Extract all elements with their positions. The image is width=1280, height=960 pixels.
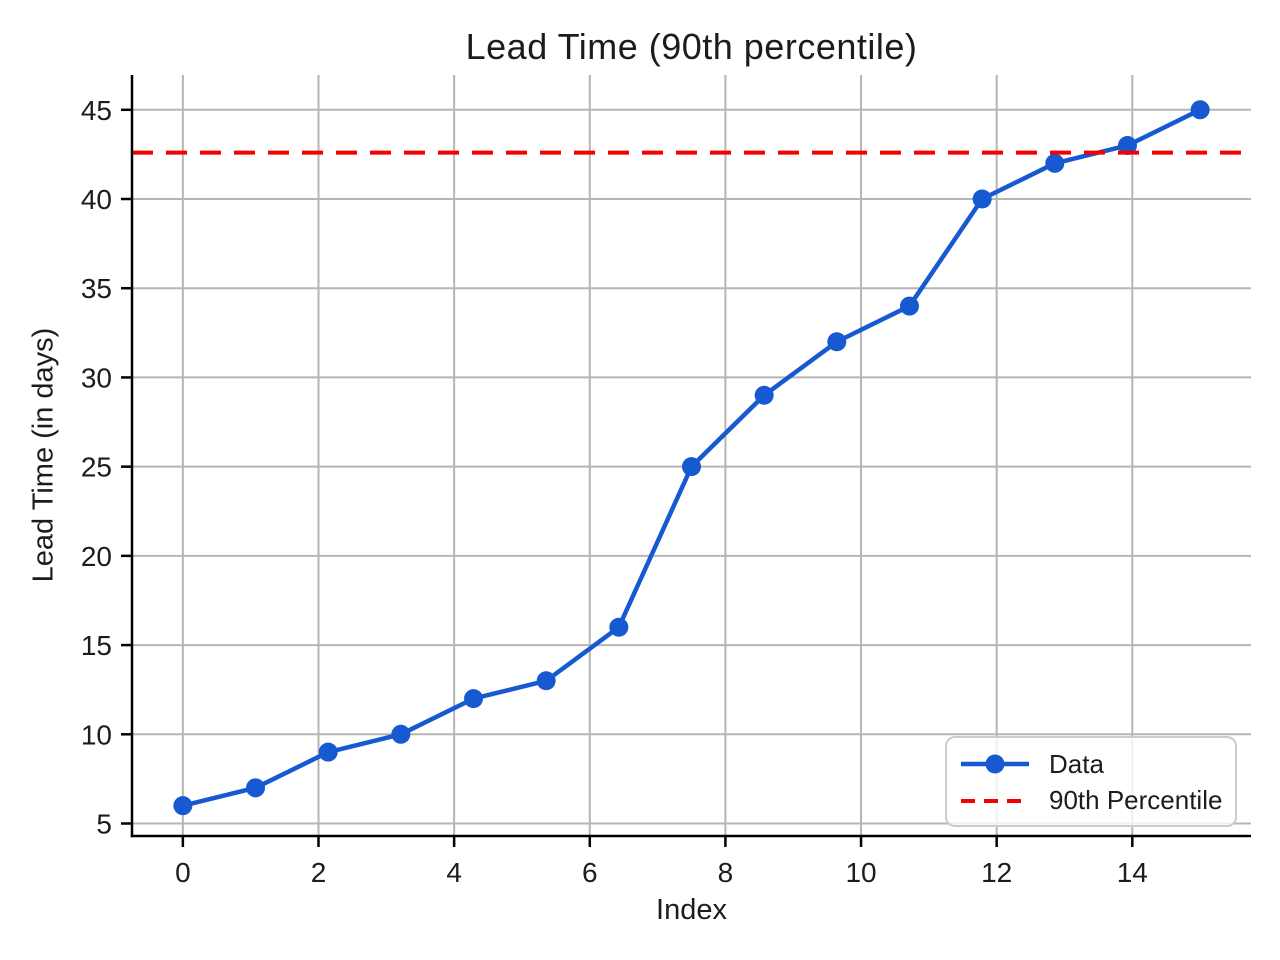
x-tick-label: 14 (1117, 857, 1148, 888)
y-tick-label: 45 (81, 95, 112, 126)
x-tick-label: 10 (845, 857, 876, 888)
x-tick-label: 2 (311, 857, 327, 888)
y-tick-label: 15 (81, 630, 112, 661)
data-point-marker (899, 296, 919, 316)
legend-item-data: Data (959, 746, 1225, 782)
x-tick-label: 8 (718, 857, 734, 888)
data-point-marker (391, 724, 411, 744)
legend: Data 90th Percentile (945, 736, 1237, 827)
x-tick-label: 4 (446, 857, 462, 888)
data-point-marker (827, 332, 847, 352)
x-tick-label: 12 (981, 857, 1012, 888)
y-tick-label: 35 (81, 273, 112, 304)
data-point-marker (1190, 100, 1210, 120)
y-tick-label: 25 (81, 452, 112, 483)
y-tick-label: 20 (81, 541, 112, 572)
dashed-line-icon (961, 798, 1029, 803)
data-point-marker (246, 778, 266, 798)
data-point-marker (1045, 153, 1065, 173)
x-tick-label: 6 (582, 857, 598, 888)
y-tick-label: 5 (96, 809, 112, 840)
data-point-marker (318, 742, 338, 762)
legend-label: 90th Percentile (1049, 785, 1223, 816)
data-point-marker (754, 385, 774, 405)
chart-title: Lead Time (90th percentile) (465, 26, 918, 67)
data-point-marker (464, 689, 484, 709)
x-axis-label: Index (656, 894, 727, 926)
data-point-marker (609, 617, 629, 637)
line-with-marker-icon (961, 754, 1029, 774)
data-point-marker (682, 457, 701, 477)
legend-label: Data (1049, 748, 1104, 779)
data-point-marker (536, 671, 556, 691)
data-point-marker (972, 189, 992, 209)
data-point-marker (173, 796, 193, 816)
y-tick-label: 40 (81, 184, 112, 215)
x-tick-label: 0 (175, 857, 191, 888)
data-point-marker (1117, 135, 1137, 155)
y-axis-label-text: Lead Time (in days) (27, 327, 60, 583)
y-tick-label: 30 (81, 362, 112, 393)
legend-item-percentile: 90th Percentile (959, 783, 1225, 819)
y-tick-label: 10 (81, 719, 112, 750)
